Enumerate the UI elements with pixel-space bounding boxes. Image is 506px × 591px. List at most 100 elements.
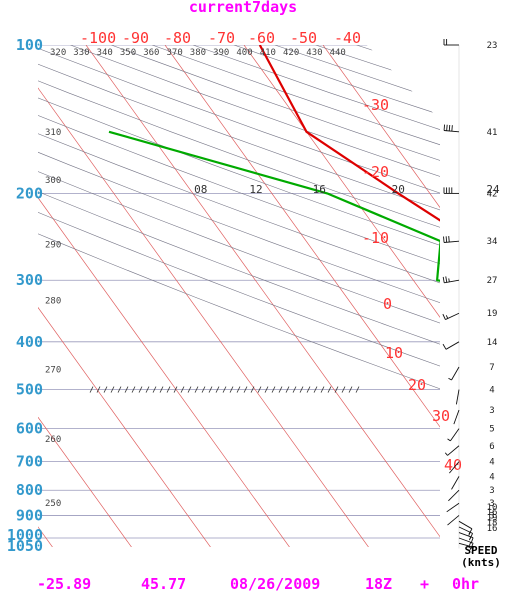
wind-barb [451, 476, 460, 490]
pressure-label: 600 [16, 420, 43, 438]
temperature-label: -20 [362, 163, 389, 181]
theta-label: 430 [306, 48, 322, 58]
hatch-mark [138, 386, 143, 393]
isotherm--70 [243, 45, 440, 547]
dry-adiabat-320 [38, 45, 440, 547]
hatch-mark [152, 386, 157, 393]
temperature-label: 30 [432, 407, 450, 425]
temperature-label: 20 [408, 376, 426, 394]
hatch-mark [299, 386, 304, 393]
hatch-mark [166, 386, 171, 393]
wind-speed-label: 14 [487, 338, 498, 348]
wind-speed-label: 42 [487, 189, 498, 199]
hatch-mark [236, 386, 241, 393]
dry-adiabat-350 [70, 45, 440, 547]
hatch-mark [264, 386, 269, 393]
mixing-ratio-label: 20 [392, 183, 405, 196]
pressure-label: 900 [16, 506, 43, 524]
theta-label: 370 [167, 48, 183, 58]
temperature-label: -70 [208, 29, 235, 47]
wind-barb [443, 187, 459, 194]
hatch-mark [145, 386, 150, 393]
footer-forecast: 0hr [452, 575, 479, 591]
temperature-label: 10 [385, 344, 403, 362]
dewpoint-profile [108, 130, 440, 539]
hatch-mark [257, 386, 262, 393]
wind-barb [458, 532, 474, 544]
wind-barb [442, 312, 460, 320]
hatch-mark [103, 386, 108, 393]
hatch-mark [89, 386, 94, 393]
hatch-mark [334, 386, 339, 393]
pressure-label: 1050 [7, 537, 43, 555]
hatch-mark [320, 386, 325, 393]
theta-label: 410 [260, 48, 276, 58]
hatch-mark [341, 386, 346, 393]
hatch-mark [194, 386, 199, 393]
wind-barb [458, 537, 474, 549]
dry-adiabat-310 [38, 45, 440, 547]
temperature-label: -10 [362, 229, 389, 247]
hatch-mark [124, 386, 129, 393]
theta-label: 360 [143, 48, 159, 58]
wind-barb [443, 39, 459, 46]
dry-adiabat-270 [38, 45, 440, 547]
wind-speed-label: 4 [489, 386, 494, 396]
wind-barb [443, 236, 460, 243]
wind-barb [448, 489, 460, 502]
pressure-label: 500 [16, 381, 43, 399]
isotherm--90 [85, 45, 440, 547]
temperature-label: -100 [80, 29, 116, 47]
theta-label: 320 [50, 48, 66, 58]
theta-side-label: 290 [45, 241, 61, 251]
wind-speed-label: 10 [487, 503, 498, 513]
wind-speed-label: 3 [489, 499, 494, 509]
temperature-label: -80 [164, 29, 191, 47]
isotherm--100 [38, 45, 370, 547]
temperature-profile [258, 45, 440, 540]
wind-speed-label: 3 [489, 486, 494, 496]
wind-speed-label: 19 [487, 513, 498, 523]
hatch-mark [187, 386, 192, 393]
temperature-label: -50 [290, 29, 317, 47]
mixing-ratio-label: 12 [249, 183, 262, 196]
wind-barb [449, 461, 460, 474]
wind-speed-label: 18 [487, 519, 498, 529]
temperature-label: 40 [444, 456, 462, 474]
hatch-mark [117, 386, 122, 393]
theta-side-label: 280 [45, 297, 61, 307]
temperature-label: -30 [362, 96, 389, 114]
diagram-grid [38, 45, 440, 547]
pressure-label: 300 [16, 271, 43, 289]
wind-speed-label: 4 [489, 458, 494, 468]
wind-speed-label: 6 [489, 442, 494, 452]
hatch-mark [285, 386, 290, 393]
isotherm--110 [38, 45, 291, 547]
wind-speed-label: 19 [487, 309, 498, 319]
isotherm--130 [38, 45, 133, 547]
isotherm--60 [322, 45, 440, 547]
hatch-mark [222, 386, 227, 393]
sounding-profiles [108, 45, 440, 540]
dry-adiabat-260 [38, 45, 440, 547]
dry-adiabat-290 [38, 45, 440, 547]
wind-barb [447, 428, 460, 442]
theta-side-label: 310 [45, 128, 61, 138]
hatch-mark [327, 386, 332, 393]
temperature-label: -90 [122, 29, 149, 47]
theta-label: 390 [213, 48, 229, 58]
wind-speed-label: 27 [487, 276, 498, 286]
hatch-mark [131, 386, 136, 393]
hatch-mark [159, 386, 164, 393]
wind-barb [442, 276, 460, 284]
mixing-ratio-label: 08 [194, 183, 207, 196]
footer-lon: 45.77 [141, 575, 186, 591]
dry-adiabat-300 [38, 45, 440, 547]
hatch-mark [215, 386, 220, 393]
hatch-mark [313, 386, 318, 393]
wind-barb [453, 409, 460, 425]
dry-adiabat-390 [233, 45, 440, 547]
chart-title: current7days [189, 0, 297, 16]
